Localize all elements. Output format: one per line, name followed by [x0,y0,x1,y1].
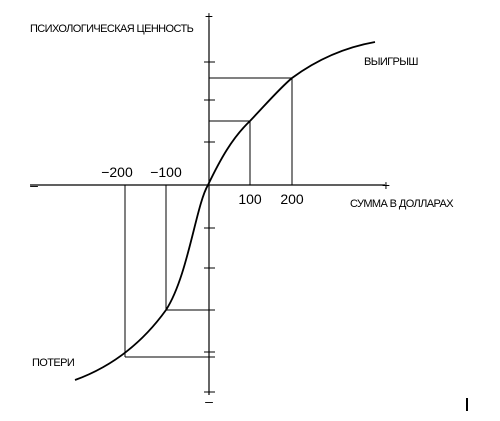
x-tick-label: 200 [280,191,304,207]
x-minus: – [30,177,38,193]
x-tick-label: −200 [101,164,133,180]
x-tick-label: −100 [150,164,182,180]
gains-label: ВЫИГРЫШ [364,56,418,68]
y-axis-label: ПСИХОЛОГИЧЕСКАЯ ЦЕННОСТЬ [30,23,194,35]
x-tick-label: 100 [238,191,262,207]
value-curve [74,41,376,381]
x-plus: + [382,177,390,193]
y-plus: + [205,8,213,24]
x-axis-label: СУММА В ДОЛЛАРАХ [350,198,454,210]
losses-label: ПОТЕРИ [32,357,74,369]
y-minus: – [205,393,213,409]
y-ticks [204,61,215,393]
guide-lines [124,77,293,358]
